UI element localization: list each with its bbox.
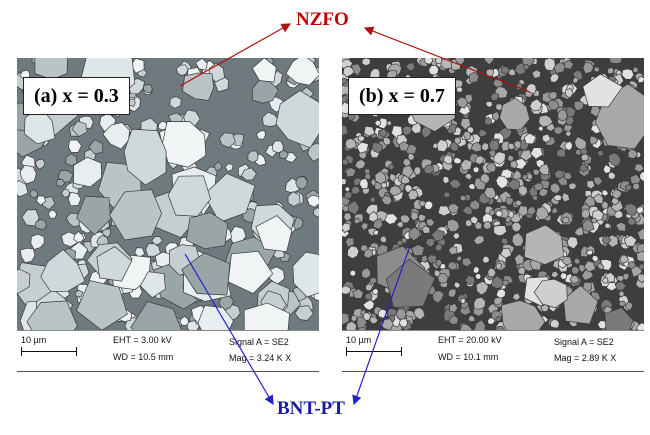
micrograph-panel-a: (a) x = 0.3 10 µm EHT = 3.00 kV WD = 10.… (17, 58, 319, 372)
wd-value: WD = 10.5 mm (113, 352, 174, 362)
scale-bar (346, 347, 402, 356)
nzfo-label: NZFO (296, 9, 349, 30)
eht-value: EHT = 3.00 kV (113, 335, 172, 345)
signal-value: Signal A = SE2 (229, 337, 289, 347)
signal-value: Signal A = SE2 (554, 337, 614, 347)
mag-value: Mag = 3.24 K X (229, 353, 292, 363)
scale-label: 10 µm (346, 335, 372, 345)
sem-databar-b: 10 µm EHT = 20.00 kV WD = 10.1 mm Signal… (342, 330, 644, 372)
composition-badge-b: (b) x = 0.7 (348, 77, 456, 115)
scale-label: 10 µm (21, 335, 47, 345)
scale-bar (21, 347, 77, 356)
sem-databar-a: 10 µm EHT = 3.00 kV WD = 10.5 mm Signal … (17, 330, 319, 372)
wd-value: WD = 10.1 mm (438, 352, 499, 362)
composition-badge-a: (a) x = 0.3 (23, 77, 130, 115)
bnt-pt-label: BNT-PT (277, 398, 345, 419)
micrograph-panel-b: (b) x = 0.7 10 µm EHT = 20.00 kV WD = 10… (342, 58, 644, 372)
mag-value: Mag = 2.89 K X (554, 353, 617, 363)
eht-value: EHT = 20.00 kV (438, 335, 502, 345)
